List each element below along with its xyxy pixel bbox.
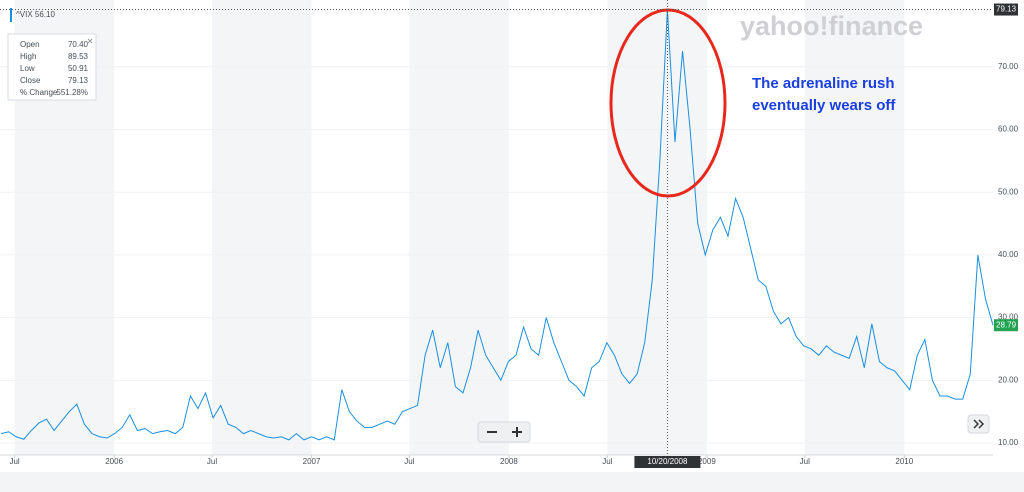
zoom-in[interactable] bbox=[512, 427, 522, 437]
zoom-control[interactable] bbox=[477, 421, 531, 443]
period-band bbox=[212, 0, 312, 455]
crosshair-date-box bbox=[634, 456, 701, 468]
info-label: % Change bbox=[20, 88, 58, 97]
info-box: Open 70.40 High 89.53 Low 50.91 Close 79.13 % Ch… bbox=[7, 33, 97, 101]
zoom-frame bbox=[477, 421, 531, 443]
period-band bbox=[409, 0, 509, 455]
bands bbox=[14, 0, 905, 455]
scroll-button[interactable] bbox=[967, 414, 990, 434]
x-tick-label: 2006 bbox=[105, 457, 123, 466]
grid: Jul 2006 Jul 2007 Jul 2008 Jul 2009 Jul 2010 10.00… bbox=[0, 62, 1019, 466]
price-line bbox=[0, 9, 994, 441]
crosshair-value: 79.13 bbox=[996, 5, 1017, 14]
period-band bbox=[804, 0, 905, 455]
ticker-marker bbox=[10, 8, 12, 22]
info-value: 70.40 bbox=[68, 40, 89, 49]
y-tick-label: 40.00 bbox=[998, 250, 1019, 259]
y-tick-label: 60.00 bbox=[998, 125, 1019, 134]
crosshair-value-box bbox=[994, 3, 1018, 16]
info-label: Close bbox=[20, 76, 41, 85]
plot bbox=[0, 9, 994, 441]
crosshair-date: 10/20/2008 bbox=[647, 457, 688, 466]
close-icon[interactable] bbox=[87, 38, 93, 44]
x-tick-label: Jul bbox=[9, 457, 19, 466]
x-tick-label: Jul bbox=[602, 457, 612, 466]
x-tick-label: 2008 bbox=[500, 457, 518, 466]
ticker-label: ^VIX 56.10 bbox=[16, 10, 55, 19]
y-tick-label: 50.00 bbox=[998, 187, 1019, 196]
watermark: yahoo!finance bbox=[740, 11, 923, 41]
info-label: Open bbox=[20, 40, 40, 49]
scroll-icon[interactable] bbox=[973, 419, 985, 429]
info-value: 551.28% bbox=[56, 88, 88, 97]
y-tick-label: 20.00 bbox=[998, 375, 1019, 384]
footer-strip bbox=[0, 472, 1024, 492]
y-tick-label: 70.00 bbox=[998, 62, 1019, 71]
info-value: 79.13 bbox=[68, 76, 89, 85]
info-box-frame bbox=[7, 33, 97, 101]
x-tick-label: 2007 bbox=[303, 457, 321, 466]
highlight-ellipse bbox=[609, 8, 727, 198]
y-tick-label: 30.00 bbox=[998, 313, 1019, 322]
info-label: High bbox=[20, 52, 36, 61]
info-value: 50.91 bbox=[68, 64, 89, 73]
last-price: 28.79 bbox=[996, 320, 1017, 329]
x-tick-label: Jul bbox=[404, 457, 414, 466]
x-tick-label: 2009 bbox=[698, 457, 716, 466]
info-label: Low bbox=[20, 64, 35, 73]
y-tick-label: 10.00 bbox=[998, 438, 1019, 447]
x-tick-label: Jul bbox=[207, 457, 217, 466]
period-band bbox=[607, 0, 707, 455]
last-price-box bbox=[994, 319, 1018, 332]
info-value: 89.53 bbox=[68, 52, 89, 61]
x-tick-label: Jul bbox=[800, 457, 810, 466]
x-tick-label: 2010 bbox=[895, 457, 913, 466]
annotation: eventually wears off bbox=[752, 97, 896, 114]
annotation: The adrenaline rush bbox=[752, 75, 895, 92]
overlay: 10/20/2008 79.13 28.79 bbox=[0, 0, 1018, 468]
